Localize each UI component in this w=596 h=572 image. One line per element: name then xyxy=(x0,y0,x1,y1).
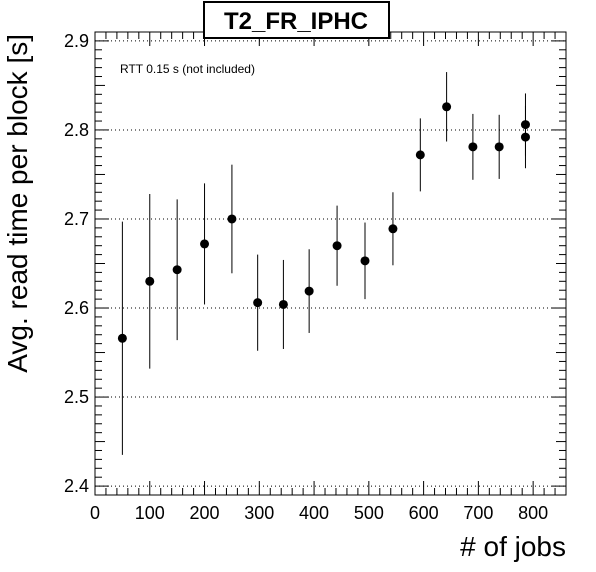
y-tick-label: 2.5 xyxy=(64,387,89,407)
chart-title: T2_FR_IPHC xyxy=(224,8,368,35)
y-tick-label: 2.6 xyxy=(64,298,89,318)
x-tick-label: 700 xyxy=(463,503,493,523)
rtt-annotation: RTT 0.15 s (not included) xyxy=(120,62,255,76)
data-point xyxy=(200,239,210,249)
x-tick-label: 200 xyxy=(190,503,220,523)
y-tick-label: 2.4 xyxy=(64,476,89,496)
y-tick-label: 2.8 xyxy=(64,120,89,140)
x-tick-label: 300 xyxy=(244,503,274,523)
x-tick-labels: 0 100 200 300 400 500 600 700 800 xyxy=(90,503,548,523)
title-box xyxy=(203,1,390,39)
x-tick-label: 800 xyxy=(518,503,548,523)
x-tick-label: 0 xyxy=(90,503,100,523)
data-point xyxy=(520,132,530,142)
y-axis-title: Avg. read time per block [s] xyxy=(2,34,33,373)
x-tick-label: 100 xyxy=(135,503,165,523)
y-tick-label: 2.7 xyxy=(64,209,89,229)
data-point xyxy=(468,142,478,152)
y-tick-labels: 2.4 2.5 2.6 2.7 2.8 2.9 xyxy=(64,31,89,496)
x-axis-title: # of jobs xyxy=(460,531,566,562)
x-tick-label: 600 xyxy=(409,503,439,523)
data-point xyxy=(145,276,155,286)
data-points xyxy=(117,72,530,455)
data-point xyxy=(278,299,288,309)
data-point xyxy=(172,265,182,275)
data-point xyxy=(304,286,314,296)
data-point xyxy=(415,150,425,160)
data-point xyxy=(388,224,398,234)
data-point xyxy=(494,142,504,152)
data-point xyxy=(227,214,237,224)
data-point xyxy=(253,298,263,308)
data-point xyxy=(332,241,342,251)
data-point xyxy=(360,256,370,266)
x-tick-label: 400 xyxy=(299,503,329,523)
y-tick-label: 2.9 xyxy=(64,31,89,51)
data-point xyxy=(442,102,452,112)
data-point xyxy=(117,333,127,343)
x-tick-label: 500 xyxy=(354,503,384,523)
grid-lines xyxy=(95,40,566,487)
